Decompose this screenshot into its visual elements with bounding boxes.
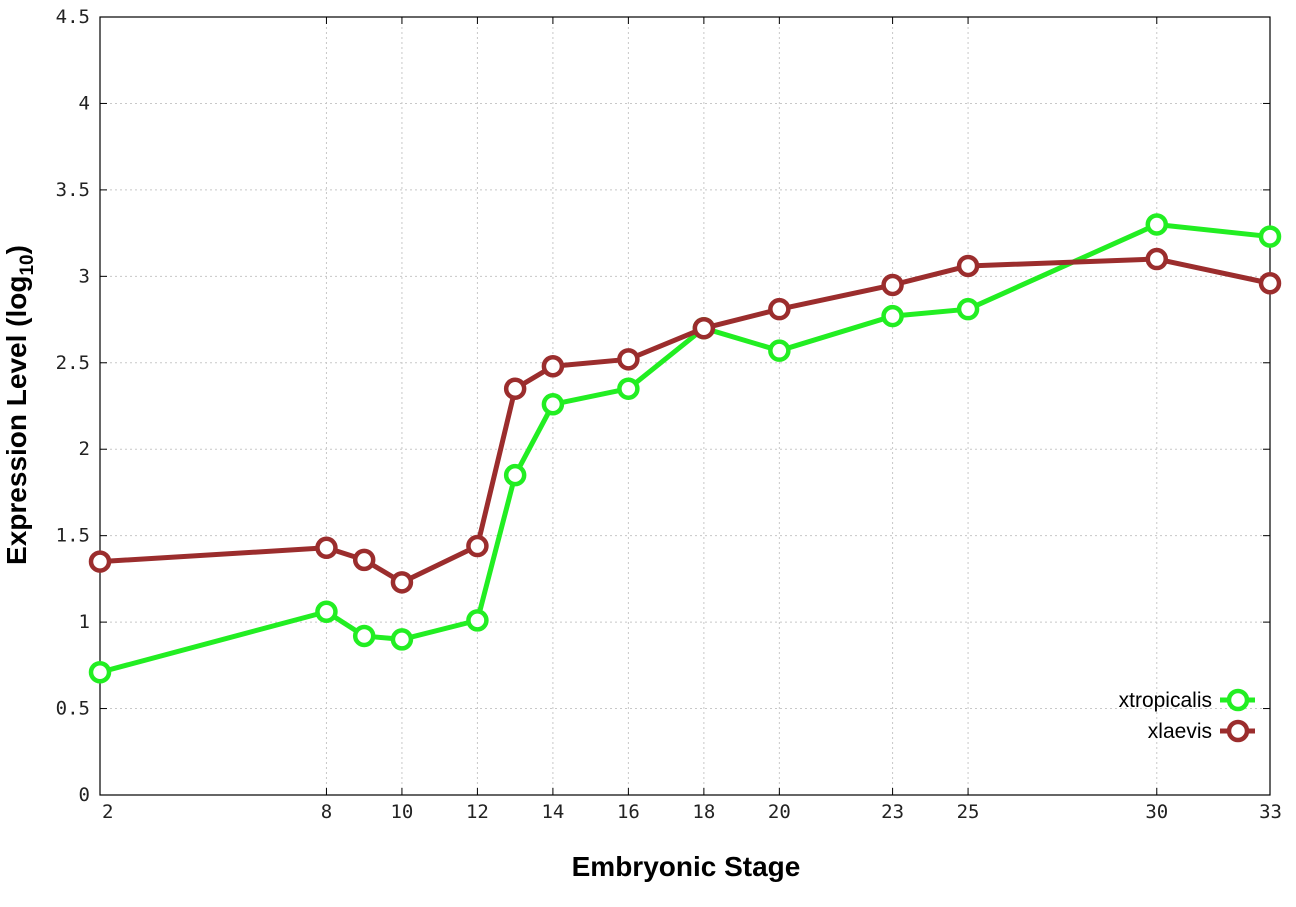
data-point-xlaevis: [1145, 247, 1169, 271]
x-tick-label: 30: [1145, 801, 1168, 823]
legend-entry-xlaevis: xlaevis: [1148, 719, 1255, 743]
y-axis-title-subscript: 10: [17, 254, 38, 275]
x-tick-label: 23: [881, 801, 904, 823]
y-tick-label: 0: [79, 784, 90, 806]
data-point-xlaevis: [768, 297, 791, 321]
data-point-xtropicalis: [617, 377, 640, 400]
data-point-xlaevis: [617, 348, 640, 371]
legend-entry-xtropicalis: xtropicalis: [1119, 688, 1255, 712]
data-point-xtropicalis: [956, 297, 980, 321]
x-tick-label: 12: [466, 801, 489, 823]
legend-marker-xlaevis: [1226, 719, 1250, 743]
series-line-xtropicalis: [99, 221, 1271, 675]
x-tick-label: 16: [617, 801, 640, 823]
y-tick-label: 1: [79, 611, 90, 633]
data-point-xtropicalis: [881, 304, 904, 328]
legend-label-xtropicalis: xtropicalis: [1119, 689, 1212, 712]
x-tick-label: 25: [957, 801, 980, 823]
y-axis-title-main: Expression Level (log: [1, 276, 32, 565]
data-point-xlaevis: [352, 548, 376, 572]
data-point-xlaevis: [1258, 271, 1282, 295]
x-axis-title: Embryonic Stage: [572, 851, 801, 882]
y-tick-label: 3.5: [56, 179, 90, 201]
y-tick-label: 2.5: [56, 352, 90, 374]
x-tick-label: 2: [102, 801, 113, 823]
data-point-xlaevis: [503, 377, 527, 400]
legend-label-xlaevis: xlaevis: [1148, 720, 1212, 743]
y-tick-label: 1.5: [56, 525, 90, 547]
data-point-xlaevis: [881, 273, 904, 297]
y-tick-label: 2: [79, 438, 90, 460]
legend: xtropicalis xlaevis: [1119, 688, 1255, 743]
data-point-xtropicalis: [352, 624, 376, 648]
x-tick-label: 10: [390, 801, 413, 823]
axis-ticks: 0 0.5 1 1.5 2 2.5 3 3.5 4 4.5 2 8 10 12 14 16 18 20 23 25 30…: [56, 6, 1282, 823]
data-point-xlaevis: [956, 254, 980, 278]
data-point-xtropicalis: [88, 660, 112, 684]
data-point-xtropicalis: [541, 393, 565, 416]
data-point-xlaevis: [88, 550, 112, 573]
x-tick-label: 8: [321, 801, 332, 823]
data-point-xtropicalis: [503, 463, 527, 487]
data-point-xlaevis: [541, 354, 565, 378]
x-tick-label: 14: [541, 801, 564, 823]
data-point-xtropicalis: [1258, 225, 1282, 248]
data-point-xtropicalis: [390, 628, 414, 651]
series-xtropicalis: [88, 213, 1282, 684]
y-axis-title: Expression Level (log10): [1, 245, 38, 565]
y-tick-label: 0.5: [56, 698, 90, 720]
series-xlaevis: [88, 247, 1282, 594]
x-tick-label: 20: [768, 801, 791, 823]
plot-frame: [99, 16, 1271, 796]
y-tick-label: 3: [79, 265, 90, 287]
y-axis-title-close: ): [1, 245, 32, 254]
data-point-xtropicalis: [1145, 213, 1169, 236]
data-point-xtropicalis: [315, 600, 338, 623]
data-point-xtropicalis: [466, 609, 489, 632]
y-tick-label: 4.5: [56, 6, 90, 28]
data-point-xlaevis: [390, 571, 414, 594]
legend-marker-xtropicalis: [1226, 688, 1250, 712]
data-point-xlaevis: [466, 534, 489, 558]
data-point-xlaevis: [315, 536, 338, 560]
x-tick-label: 18: [692, 801, 715, 823]
x-tick-label: 33: [1259, 801, 1282, 823]
data-point-xtropicalis: [768, 339, 791, 362]
series-line-xlaevis: [99, 256, 1271, 585]
y-tick-label: 4: [79, 92, 90, 114]
grid-lines: [100, 17, 1270, 795]
series-layer: [88, 213, 1282, 684]
data-point-xlaevis: [692, 316, 716, 340]
